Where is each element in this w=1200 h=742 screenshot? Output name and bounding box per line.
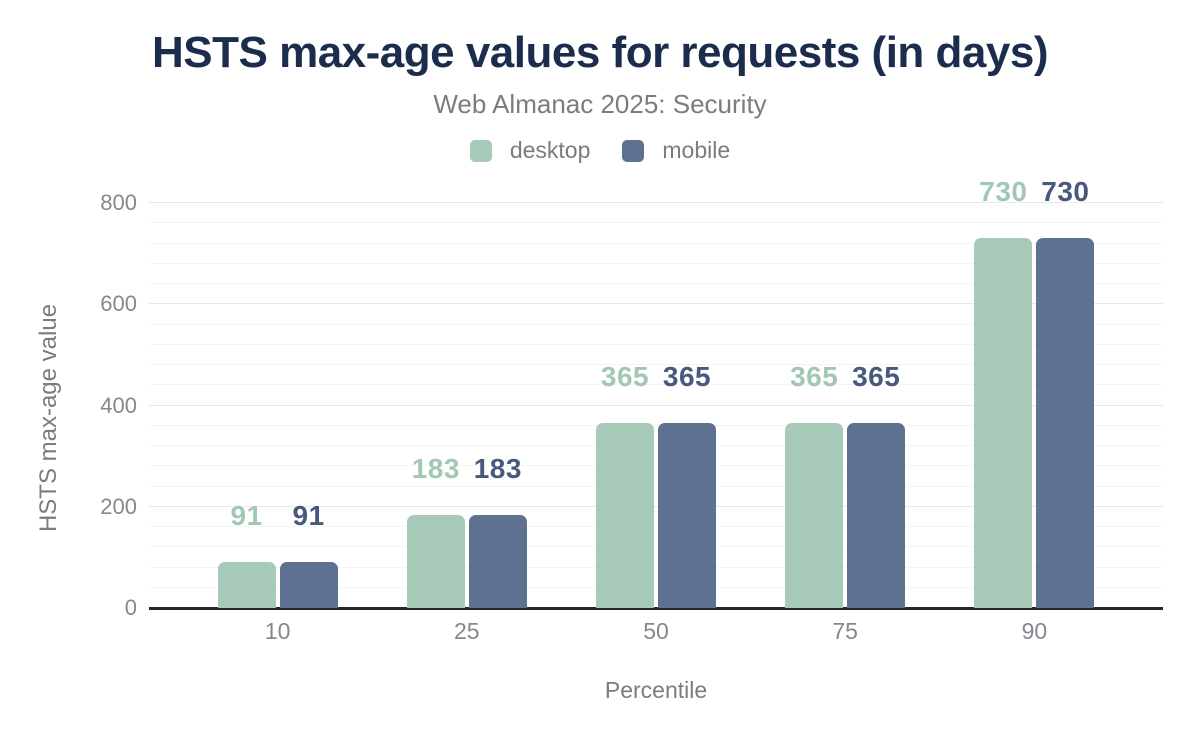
bar-desktop-p50[interactable] [596, 423, 654, 608]
bar-desktop-p25[interactable] [406, 515, 465, 608]
gridline-minor-280 [149, 465, 1163, 467]
gridline-minor-160 [149, 526, 1163, 527]
legend: desktop mobile [0, 137, 1200, 164]
gridline-minor-80 [149, 566, 1163, 568]
bar-mobile-p25[interactable] [468, 515, 527, 608]
gridline-minor-40 [149, 586, 1163, 588]
bar-label-desktop-p10: 91 [230, 499, 263, 531]
bar-label-mobile-p90: 730 [1041, 176, 1090, 208]
y-tick-label-600: 600 [100, 291, 137, 317]
bar-mobile-p10[interactable] [279, 561, 338, 608]
gridline-major-400 [149, 404, 1163, 406]
gridline-major-800 [149, 202, 1163, 203]
y-tick-label-800: 800 [100, 190, 137, 215]
bar-label-desktop-p50: 365 [600, 361, 650, 393]
legend-item-mobile[interactable]: mobile [622, 137, 730, 164]
gridline-minor-640 [149, 283, 1163, 284]
bar-label-desktop-p90: 730 [979, 176, 1028, 208]
gridline-minor-320 [149, 445, 1163, 446]
bar-desktop-p10[interactable] [217, 561, 276, 608]
legend-label-mobile: mobile [662, 137, 731, 163]
mobile-series-swatch-icon [622, 139, 645, 162]
x-tick-label-25: 25 [454, 618, 480, 644]
x-tick-label-90: 90 [1021, 618, 1048, 644]
gridline-minor-760 [149, 222, 1163, 224]
gridline-minor-440 [149, 384, 1163, 386]
gridline-minor-240 [149, 485, 1163, 487]
gridline-major-200 [149, 505, 1163, 507]
y-tick-label-0: 0 [124, 595, 137, 620]
chart-title: HSTS max-age values for requests (in day… [152, 28, 1048, 77]
bar-label-mobile-p50: 365 [662, 361, 712, 393]
bar-mobile-p90[interactable] [1036, 238, 1095, 608]
plot-area: 91 91 183 183 365 365 365 365 730 730 [149, 178, 1163, 610]
gridline-minor-520 [149, 343, 1163, 345]
bar-label-mobile-p25: 183 [473, 453, 522, 485]
gridline-minor-360 [149, 424, 1163, 426]
bar-label-mobile-p10: 91 [292, 499, 325, 531]
legend-item-desktop[interactable]: desktop [469, 137, 591, 164]
bar-mobile-p75[interactable] [847, 423, 906, 608]
bar-label-mobile-p75: 365 [852, 361, 901, 393]
desktop-series-swatch-icon [469, 139, 492, 162]
x-tick-label-75: 75 [832, 618, 858, 644]
gridline-minor-680 [149, 262, 1163, 264]
bar-label-desktop-p25: 183 [411, 453, 460, 485]
x-tick-label-50: 50 [643, 618, 669, 644]
x-axis-line [149, 607, 1163, 610]
y-tick-label-200: 200 [100, 493, 137, 519]
legend-label-desktop: desktop [509, 137, 591, 163]
y-tick-label-400: 400 [100, 392, 137, 418]
chart-subtitle: Web Almanac 2025: Security [433, 89, 767, 119]
gridline-minor-720 [149, 242, 1163, 244]
x-tick-label-10: 10 [264, 618, 291, 644]
gridline-minor-120 [149, 546, 1163, 548]
bar-label-desktop-p75: 365 [790, 361, 839, 393]
bar-desktop-p90[interactable] [974, 238, 1033, 608]
gridline-major-600 [149, 303, 1163, 305]
bar-desktop-p75[interactable] [785, 423, 844, 608]
x-axis-title: Percentile [604, 677, 708, 703]
bar-mobile-p50[interactable] [658, 423, 716, 608]
gridline-minor-480 [149, 364, 1163, 365]
gridline-minor-560 [149, 323, 1163, 325]
